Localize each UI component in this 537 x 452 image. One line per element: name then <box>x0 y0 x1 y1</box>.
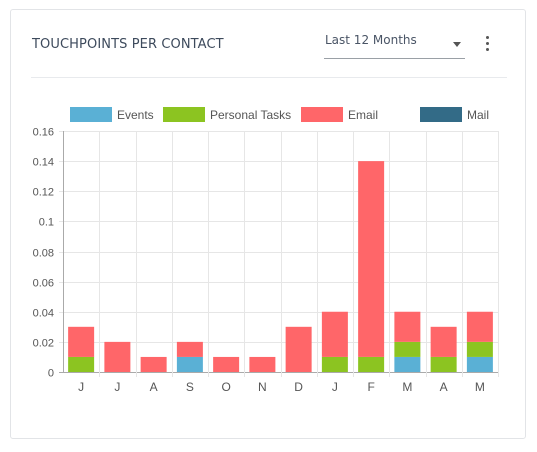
legend-label: Events <box>117 108 154 122</box>
legend-swatch <box>70 107 112 122</box>
bar-segment <box>466 341 493 357</box>
x-tick-label: A <box>440 380 448 394</box>
more-vert-icon[interactable] <box>481 36 493 58</box>
y-tick-label: 0.16 <box>33 127 54 139</box>
x-tick-label: S <box>186 380 194 394</box>
bar-segment <box>249 356 276 372</box>
x-tick-label: M <box>402 380 412 394</box>
bar-segment <box>394 311 421 342</box>
bar-segment <box>394 341 421 357</box>
y-tick-label: 0.04 <box>33 308 54 320</box>
x-tick-label: J <box>78 380 84 394</box>
card-title: TOUCHPOINTS PER CONTACT <box>32 37 224 52</box>
bar-segment <box>321 356 348 372</box>
x-tick-label: M <box>475 380 485 394</box>
bar-segment <box>176 341 203 357</box>
bar-segment <box>358 356 385 372</box>
bar-segment <box>430 356 457 372</box>
x-tick-label: F <box>367 380 374 394</box>
bar-segment <box>430 326 457 357</box>
bar-segment <box>466 356 493 372</box>
x-tick-label: N <box>258 380 267 394</box>
bar-segment <box>285 326 312 372</box>
y-tick-label: 0.08 <box>33 248 54 260</box>
x-tick-label: D <box>294 380 303 394</box>
y-tick-label: 0.02 <box>33 338 54 350</box>
legend-swatch <box>301 107 343 122</box>
legend-swatch <box>163 107 205 122</box>
bar-segment <box>213 356 240 372</box>
y-tick-label: 0.06 <box>33 278 54 290</box>
y-tick-label: 0 <box>48 368 54 380</box>
header-divider <box>31 77 507 78</box>
x-tick-label: J <box>114 380 120 394</box>
y-tick-label: 0.14 <box>33 157 54 169</box>
bar-segment <box>104 341 131 373</box>
y-tick-label: 0.12 <box>33 187 54 199</box>
bar-layer <box>68 161 493 373</box>
bar-segment <box>68 326 95 357</box>
y-tick-label: 0.1 <box>39 217 54 229</box>
date-range-select[interactable]: Last 12 Months <box>324 28 465 59</box>
chevron-down-icon <box>453 42 461 47</box>
bar-segment <box>358 161 385 357</box>
bar-segment <box>466 311 493 342</box>
date-range-value: Last 12 Months <box>325 33 417 47</box>
bar-segment <box>140 356 167 372</box>
bar-segment <box>176 356 203 372</box>
x-tick-label: O <box>221 380 230 394</box>
legend-label: Email <box>348 108 378 122</box>
x-tick-label: A <box>150 380 158 394</box>
legend-layer: Events Personal Tasks Email Mail <box>70 107 489 122</box>
grid-layer <box>59 131 499 377</box>
legend-label: Mail <box>467 108 489 122</box>
legend-swatch <box>420 107 462 122</box>
axis-layer: 0 0.02 0.04 0.06 0.08 0.1 0.12 0.14 0.16 J J A S O N D J… <box>33 127 485 395</box>
bar-segment <box>394 356 421 372</box>
bar-segment <box>321 311 348 357</box>
x-tick-label: J <box>332 380 338 394</box>
bar-segment <box>68 356 95 372</box>
legend-label: Personal Tasks <box>210 108 291 122</box>
